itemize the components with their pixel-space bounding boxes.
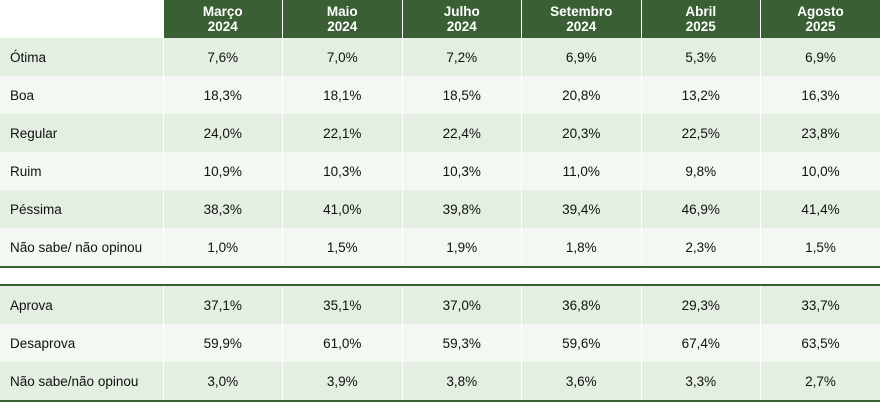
table-row: Ruim 10,9% 10,3% 10,3% 11,0% 9,8% 10,0% [0,152,880,190]
table-cell: 10,9% [162,152,283,190]
table-cell: 5,3% [640,38,761,76]
column-header: Julho 2024 [401,0,522,38]
column-header: Março 2024 [162,0,283,38]
table-cell: 16,3% [760,76,880,114]
table-cell: 2,3% [640,228,761,268]
table-cell: 1,5% [282,228,402,268]
row-label: Péssima [0,190,163,228]
table-cell: 61,0% [282,324,402,362]
table-cell: 22,1% [282,114,402,152]
table-cell: 59,6% [521,324,641,362]
table-cell: 23,8% [760,114,880,152]
table-cell: 20,3% [521,114,641,152]
table-cell: 33,7% [760,284,880,324]
table-cell: 18,3% [162,76,283,114]
table-cell: 1,9% [401,228,522,268]
table-row: Péssima 38,3% 41,0% 39,8% 39,4% 46,9% 41,4% [0,190,880,228]
row-label: Ótima [0,38,163,76]
table-cell: 3,0% [162,362,283,402]
table-cell: 39,4% [521,190,641,228]
table-cell: 38,3% [162,190,283,228]
table-cell: 10,0% [760,152,880,190]
row-label: Ruim [0,152,163,190]
approval-section: Aprova 37,1% 35,1% 37,0% 36,8% 29,3% 33,7% Desa… [0,284,880,402]
header-corner [0,0,163,38]
row-label: Desaprova [0,324,163,362]
column-header: Agosto 2025 [760,0,880,38]
table-cell: 59,9% [162,324,283,362]
table-cell: 6,9% [760,38,880,76]
table-cell: 1,8% [521,228,641,268]
table-cell: 2,7% [760,362,880,402]
table-cell: 59,3% [401,324,522,362]
table-cell: 7,2% [401,38,522,76]
header-row: Março 2024 Maio 2024 Julho 2024 Setembro 202… [0,0,880,38]
table-cell: 6,9% [521,38,641,76]
table-cell: 18,5% [401,76,522,114]
table-cell: 46,9% [640,190,761,228]
table-cell: 7,0% [282,38,402,76]
section-spacer [0,267,880,285]
table-cell: 22,5% [640,114,761,152]
table-cell: 7,6% [162,38,283,76]
table-cell: 37,1% [162,284,283,324]
table-cell: 63,5% [760,324,880,362]
table-cell: 67,4% [640,324,761,362]
table-row: Ótima 7,6% 7,0% 7,2% 6,9% 5,3% 6,9% [0,38,880,76]
table-cell: 3,3% [640,362,761,402]
table-cell: 18,1% [282,76,402,114]
table-row: Não sabe/ não opinou 1,0% 1,5% 1,9% 1,8% 2,3%… [0,228,880,268]
table-cell: 1,0% [162,228,283,268]
table-row: Não sabe/não opinou 3,0% 3,9% 3,8% 3,6% 3,3% 2… [0,362,880,402]
table-cell: 37,0% [401,284,522,324]
row-label: Não sabe/não opinou [0,362,163,402]
table-cell: 41,0% [282,190,402,228]
table-cell: 29,3% [640,284,761,324]
table-cell: 13,2% [640,76,761,114]
table-cell: 11,0% [521,152,641,190]
table-cell: 39,8% [401,190,522,228]
table-cell: 9,8% [640,152,761,190]
table-cell: 36,8% [521,284,641,324]
table-cell: 41,4% [760,190,880,228]
table-cell: 35,1% [282,284,402,324]
table-cell: 10,3% [401,152,522,190]
table-cell: 3,9% [282,362,402,402]
column-header: Abril 2025 [640,0,761,38]
column-header: Setembro 2024 [521,0,641,38]
table-cell: 24,0% [162,114,283,152]
table-row: Boa 18,3% 18,1% 18,5% 20,8% 13,2% 16,3% [0,76,880,114]
table-row: Aprova 37,1% 35,1% 37,0% 36,8% 29,3% 33,7% [0,284,880,324]
row-label: Boa [0,76,163,114]
table-cell: 10,3% [282,152,402,190]
table-cell: 3,6% [521,362,641,402]
table-cell: 22,4% [401,114,522,152]
table-cell: 20,8% [521,76,641,114]
column-header: Maio 2024 [282,0,402,38]
table-row: Regular 24,0% 22,1% 22,4% 20,3% 22,5% 23,8% [0,114,880,152]
table-cell: 3,8% [401,362,522,402]
row-label: Não sabe/ não opinou [0,228,163,268]
row-label: Regular [0,114,163,152]
row-label: Aprova [0,284,163,324]
table-row: Desaprova 59,9% 61,0% 59,3% 59,6% 67,4% 63,5% [0,324,880,362]
table-cell: 1,5% [760,228,880,268]
evaluation-section: Ótima 7,6% 7,0% 7,2% 6,9% 5,3% 6,9% Boa 18,3% 18,… [0,38,880,268]
